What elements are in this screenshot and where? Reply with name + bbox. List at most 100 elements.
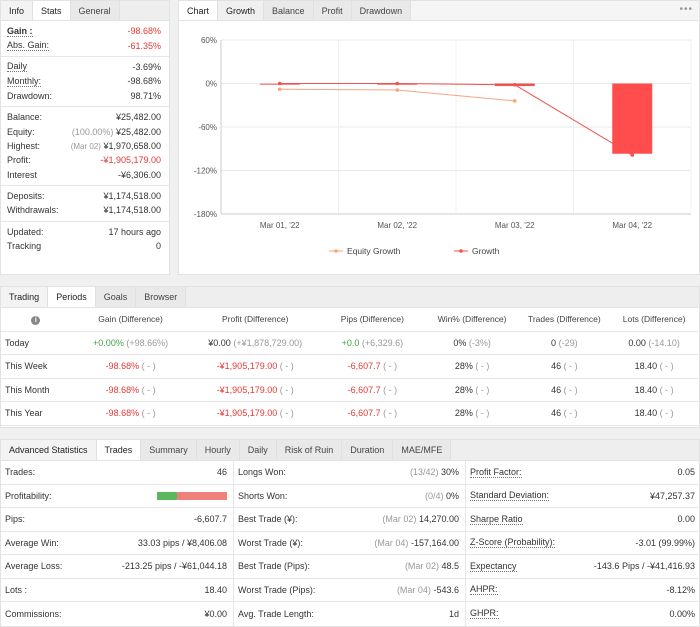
longs-won-row: Longs Won: (13/42) 30% (234, 461, 465, 485)
col-header-win: Win% (Difference) (424, 308, 520, 332)
profit-value: -¥1,905,179.00 (100, 155, 161, 166)
std-dev-label[interactable]: Standard Deviation: (470, 490, 550, 502)
pips-value: -6,607.7 (347, 384, 381, 395)
tracking-row: Tracking 0 (1, 239, 169, 253)
tab-duration[interactable]: Duration (342, 440, 394, 460)
best-trade-note: (Mar 02) (382, 514, 417, 525)
gain-label[interactable]: Gain : (7, 25, 33, 37)
tab-goals[interactable]: Goals (95, 287, 137, 307)
profit-value: -¥1,905,179.00 (216, 384, 278, 395)
tab-daily[interactable]: Daily (239, 440, 277, 460)
col-header-lots: Lots (Difference) (609, 308, 699, 332)
x-tick-label: Mar 02, '22 (377, 221, 417, 230)
period-label-value: This Month (5, 384, 50, 395)
daily-row: Daily -3.69% (1, 60, 169, 74)
tracking-label: Tracking (7, 241, 42, 252)
z-score-label[interactable]: Z-Score (Probability): (470, 537, 556, 549)
equity-note: (100.00%) (71, 126, 114, 137)
tab-summary[interactable]: Summary (141, 440, 197, 460)
abs-gain-row: Abs. Gain: -61.35% (1, 38, 169, 52)
abs-gain-label[interactable]: Abs. Gain: (7, 40, 50, 52)
lots-value: 18.40 (634, 361, 658, 372)
daily-label[interactable]: Daily (7, 61, 28, 73)
std-dev-value: ¥47,257.37 (649, 490, 695, 501)
tab-stats[interactable]: Stats (33, 1, 71, 20)
profit-diff: ( - ) (279, 408, 294, 419)
interest-row: Interest -¥6,306.00 (1, 168, 169, 182)
tab-browser[interactable]: Browser (136, 287, 187, 307)
trades-diff: ( - ) (563, 384, 578, 395)
ahpr-label[interactable]: AHPR: (470, 584, 498, 596)
ghpr-label[interactable]: GHPR: (470, 608, 499, 620)
drawdown-value: 98.71% (130, 90, 161, 101)
tab-general[interactable]: General (70, 1, 120, 20)
trades-value: 46 (551, 384, 562, 395)
tab-advanced-statistics[interactable]: Advanced Statistics (1, 440, 97, 460)
trades-value: 46 (551, 361, 562, 372)
more-dots-icon[interactable]: ••• (679, 4, 693, 15)
tab-balance[interactable]: Balance (264, 1, 314, 20)
worst-trade-value: -157,164.00 (410, 537, 459, 548)
lots-cell: 18.40 ( - ) (609, 378, 699, 402)
trades-row: Trades: 46 (1, 461, 233, 485)
tab-info[interactable]: Info (1, 1, 34, 20)
lots-row: Lots : 18.40 (1, 579, 233, 602)
col-header-pips: Pips (Difference) (320, 308, 425, 332)
periods-row: This Year -98.68% ( - ) -¥1,905,179.00 ( -… (1, 401, 699, 426)
trades-cell: 46 ( - ) (519, 378, 610, 402)
lots-label: Lots : (5, 584, 28, 595)
monthly-row: Monthly: -98.68% (1, 74, 169, 88)
gain-row: Gain : -98.68% (1, 24, 169, 38)
commissions-value: ¥0.00 (204, 608, 227, 619)
advanced-panel: Advanced Statistics Trades Summary Hourl… (0, 439, 700, 627)
profit-factor-label[interactable]: Profit Factor: (470, 466, 522, 478)
tab-mae-mfe[interactable]: MAE/MFE (393, 440, 452, 460)
best-pips-note: (Mar 02) (404, 561, 439, 572)
trades-value: 46 (216, 467, 227, 478)
rates-group: Daily -3.69% Monthly: -98.68% Drawdown: 98.… (1, 57, 169, 107)
gain-cell: -98.68% ( - ) (70, 401, 191, 426)
tab-hourly[interactable]: Hourly (196, 440, 240, 460)
tab-trades[interactable]: Trades (96, 440, 142, 460)
ahpr-value: -8.12% (666, 584, 695, 595)
worst-trade-label: Worst Trade (¥): (238, 537, 303, 548)
tab-drawdown[interactable]: Drawdown (351, 1, 412, 20)
longs-won-label: Longs Won: (238, 467, 286, 478)
tab-chart[interactable]: Chart (179, 1, 219, 20)
advanced-tabbar: Advanced Statistics Trades Summary Hourl… (1, 440, 699, 461)
updated-row: Updated: 17 hours ago (1, 225, 169, 239)
periods-row: This Week -98.68% ( - ) -¥1,905,179.00 ( -… (1, 354, 699, 379)
trades-cell: 46 ( - ) (519, 354, 610, 379)
profitability-bar (157, 491, 227, 500)
stats-panel: Info Stats General Gain : -98.68% Abs. Ga… (0, 0, 170, 275)
advanced-col-3: Profit Factor: 0.05 Standard Deviation: ¥4… (466, 461, 700, 626)
col-header-gain: Gain (Difference) (70, 308, 191, 332)
monthly-label[interactable]: Monthly: (7, 75, 42, 87)
tab-risk-of-ruin[interactable]: Risk of Ruin (276, 440, 343, 460)
expectancy-label[interactable]: Expectancy (470, 560, 517, 572)
gain-value: -98.68% (105, 408, 140, 419)
pips-cell: -6,607.7 ( - ) (320, 378, 425, 402)
win-diff: (-3%) (468, 337, 491, 348)
tab-profit[interactable]: Profit (313, 1, 352, 20)
z-score-value: -3.01 (99.99%) (635, 537, 695, 548)
gain-cell: -98.68% ( - ) (70, 378, 191, 402)
equity-label: Equity: (7, 126, 35, 137)
pips-value: -6,607.7 (347, 361, 381, 372)
gain-value: +0.00% (93, 337, 124, 348)
tab-trading[interactable]: Trading (1, 287, 49, 307)
info-icon[interactable]: i (31, 315, 41, 325)
z-score-row: Z-Score (Probability): -3.01 (99.99%) (466, 532, 700, 555)
sharpe-label[interactable]: Sharpe Ratio (470, 513, 523, 525)
gain-cell: -98.68% ( - ) (70, 354, 191, 379)
trades-diff: (-29) (558, 337, 578, 348)
win-cell: 0% (-3%) (424, 331, 520, 355)
series-point-1 (277, 81, 282, 86)
tab-growth[interactable]: Growth (218, 1, 265, 20)
lots-value: 0.00 (628, 337, 646, 348)
highest-value: ¥1,970,658.00 (103, 140, 161, 151)
avg-trade-length-value: 1d (448, 608, 459, 619)
series-point-0 (512, 99, 517, 103)
tab-periods[interactable]: Periods (48, 287, 96, 307)
drawdown-label: Drawdown: (7, 90, 53, 101)
